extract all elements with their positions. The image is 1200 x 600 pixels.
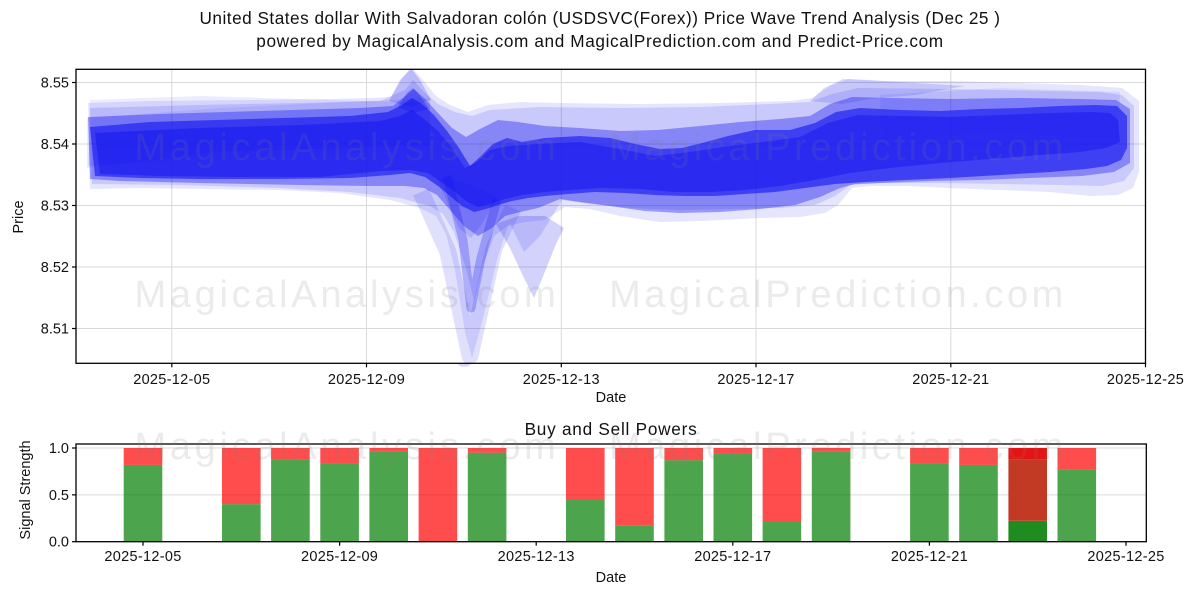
svg-text:2025-12-17: 2025-12-17 (717, 372, 794, 388)
svg-text:MagicalPrediction.com: MagicalPrediction.com (609, 274, 1067, 316)
svg-text:2025-12-05: 2025-12-05 (133, 372, 210, 388)
svg-text:2025-12-17: 2025-12-17 (694, 549, 771, 565)
svg-text:2025-12-25: 2025-12-25 (1087, 549, 1164, 565)
svg-text:8.51: 8.51 (41, 322, 69, 338)
svg-text:Price: Price (11, 200, 27, 233)
svg-text:2025-12-09: 2025-12-09 (301, 549, 378, 565)
svg-text:0.5: 0.5 (49, 488, 69, 504)
svg-text:powered by MagicalAnalysis.com: powered by MagicalAnalysis.com and Magic… (256, 31, 943, 51)
svg-text:8.53: 8.53 (41, 199, 69, 215)
svg-text:1.0: 1.0 (49, 441, 69, 457)
svg-text:2025-12-09: 2025-12-09 (328, 372, 405, 388)
svg-text:2025-12-21: 2025-12-21 (912, 372, 989, 388)
svg-text:2025-12-21: 2025-12-21 (891, 549, 968, 565)
svg-text:Signal Strength: Signal Strength (18, 440, 34, 539)
svg-text:2025-12-13: 2025-12-13 (498, 549, 575, 565)
svg-text:MagicalAnalysis.com: MagicalAnalysis.com (134, 426, 559, 468)
svg-text:8.55: 8.55 (41, 76, 69, 92)
svg-text:Date: Date (596, 570, 627, 586)
svg-text:MagicalAnalysis.com: MagicalAnalysis.com (134, 127, 559, 169)
svg-text:Date: Date (596, 390, 627, 406)
svg-text:2025-12-25: 2025-12-25 (1107, 372, 1184, 388)
svg-text:MagicalPrediction.com: MagicalPrediction.com (609, 127, 1067, 169)
svg-text:MagicalAnalysis.com: MagicalAnalysis.com (134, 274, 559, 316)
svg-text:0.0: 0.0 (49, 535, 69, 551)
svg-text:8.54: 8.54 (41, 137, 69, 153)
svg-text:2025-12-13: 2025-12-13 (523, 372, 600, 388)
svg-text:United States dollar With Salv: United States dollar With Salvadoran col… (200, 8, 1001, 28)
svg-text:2025-12-05: 2025-12-05 (104, 549, 181, 565)
svg-text:MagicalPrediction.com: MagicalPrediction.com (609, 426, 1067, 468)
svg-text:Buy and Sell Powers: Buy and Sell Powers (525, 419, 698, 439)
svg-text:8.52: 8.52 (41, 260, 69, 276)
